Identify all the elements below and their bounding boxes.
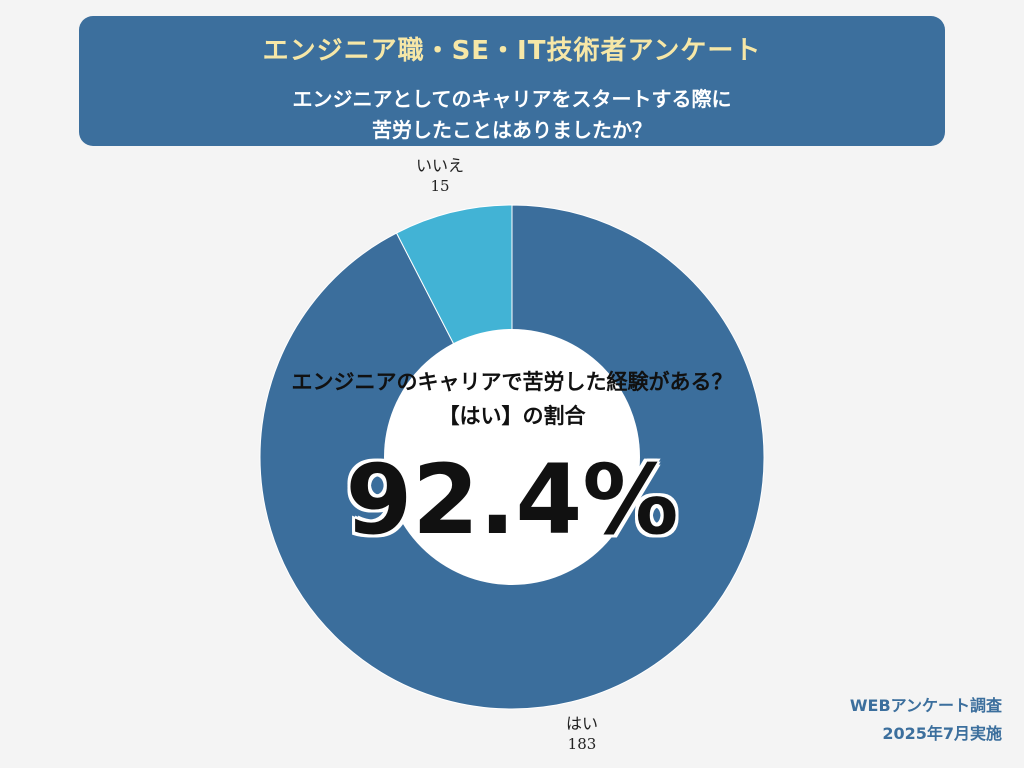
- donut-hole: [384, 329, 640, 585]
- yes-percentage: 92.4%: [345, 444, 679, 556]
- label-yes: はい 183: [552, 714, 612, 754]
- header-banner: エンジニア職・SE・IT技術者アンケート エンジニアとしてのキャリアをスタートす…: [79, 16, 945, 146]
- center-question-line-2: 【はい】の割合: [438, 404, 586, 428]
- survey-date: 2025年7月実施: [882, 724, 1002, 743]
- question-line-2: 苦労したことはありましたか？: [372, 118, 652, 142]
- label-no-value: 15: [430, 177, 450, 195]
- survey-method: WEBアンケート調査: [849, 696, 1002, 715]
- survey-title: エンジニア職・SE・IT技術者アンケート: [262, 36, 762, 66]
- question-line-1: エンジニアとしてのキャリアをスタートする際に: [292, 87, 732, 111]
- center-question-line-1: エンジニアのキャリアで苦労した経験がある？: [291, 370, 733, 394]
- label-no: いいえ 15: [410, 156, 470, 196]
- label-yes-value: 183: [567, 735, 597, 753]
- label-no-category: いいえ: [415, 156, 464, 175]
- label-yes-category: はい: [565, 714, 598, 733]
